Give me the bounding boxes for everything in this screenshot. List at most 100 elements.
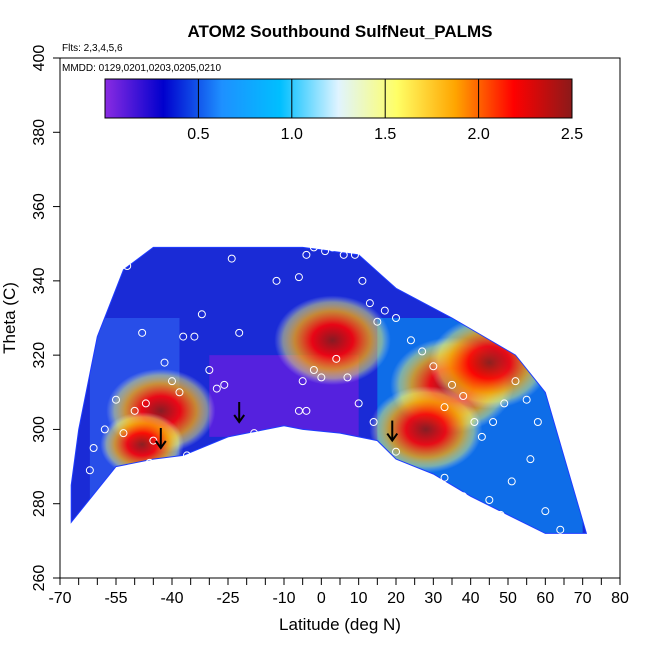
observation-point	[175, 388, 184, 397]
y-tick-label: 260	[31, 565, 48, 592]
observation-point	[477, 432, 486, 441]
observation-point	[328, 243, 337, 252]
y-tick-label: 380	[31, 119, 48, 146]
observation-point	[227, 254, 236, 263]
observation-point	[302, 250, 311, 259]
observation-point	[294, 273, 303, 282]
observation-point	[317, 373, 326, 382]
observation-point	[220, 380, 229, 389]
observation-point	[511, 377, 520, 386]
observation-point	[507, 477, 516, 486]
axes: -70 -55 -40 -25 -10 0 10 20 30 40 50 60 70 80 260 280 30…	[31, 45, 629, 607]
observation-point	[141, 399, 150, 408]
y-tick-label: 300	[31, 416, 48, 443]
x-tick-label: -10	[272, 590, 295, 607]
x-tick-label: 30	[424, 590, 442, 607]
observation-point	[119, 429, 128, 438]
observation-point	[500, 399, 509, 408]
observation-point	[250, 429, 259, 438]
observation-point	[179, 332, 188, 341]
hotspot	[369, 386, 483, 473]
observation-point	[392, 447, 400, 456]
observation-point	[365, 299, 374, 308]
observation-point	[369, 418, 378, 426]
observation-point	[302, 406, 311, 415]
observation-point	[104, 488, 113, 497]
observation-point	[89, 444, 98, 452]
x-tick-label: 60	[536, 590, 554, 607]
observation-point	[496, 510, 505, 519]
observation-point	[429, 362, 438, 371]
colorbar-fill	[104, 78, 573, 119]
observation-point	[298, 377, 307, 386]
x-tick-label: -40	[160, 590, 183, 607]
marker-arrow	[154, 428, 167, 450]
y-axis-label: Theta (C)	[0, 282, 19, 354]
observation-point	[343, 373, 352, 382]
observation-point	[153, 470, 162, 478]
marker-arrow	[233, 402, 246, 424]
observation-point	[145, 458, 154, 467]
observation-point	[358, 276, 367, 285]
observation-point	[541, 507, 550, 516]
colorbar-tick-label: 1.0	[281, 126, 303, 143]
observation-point	[459, 492, 468, 501]
observation-point	[100, 425, 109, 434]
observation-point	[123, 262, 132, 270]
observation-point	[470, 418, 479, 426]
y-tick-label: 280	[31, 490, 48, 517]
observation-point	[414, 470, 423, 478]
observation-point	[380, 306, 389, 315]
observation-point	[160, 358, 169, 367]
observation-point	[149, 436, 158, 445]
y-tick-label: 400	[31, 45, 48, 72]
field-clip-group	[71, 247, 587, 534]
observation-point	[485, 496, 494, 504]
hotspot	[100, 412, 184, 477]
chart-title: ATOM2 Southbound SulfNeut_PALMS	[187, 22, 492, 41]
observation-point	[168, 377, 176, 386]
observation-point	[406, 336, 415, 345]
y-tick-label: 340	[31, 267, 48, 294]
observation-point	[332, 354, 341, 363]
arrow-head	[386, 432, 399, 443]
flights-annotation: Flts: 2,3,4,5,6	[62, 43, 123, 54]
y-tick-label: 320	[31, 342, 48, 369]
observation-point	[339, 250, 348, 259]
x-tick-label: -70	[48, 590, 71, 607]
observation-point	[489, 418, 498, 426]
x-tick-label: 80	[611, 590, 629, 607]
observation-point	[138, 328, 147, 337]
observation-point	[182, 451, 191, 460]
date-annotation: MMDD: 0129,0201,0203,0205,0210	[62, 63, 221, 74]
field-outline	[70, 246, 588, 534]
y-tick-label: 360	[31, 193, 48, 220]
arrow-head	[233, 414, 246, 424]
x-tick-label: 0	[317, 590, 326, 607]
observation-point	[440, 473, 449, 482]
observation-point	[556, 525, 565, 534]
x-tick-label: -55	[104, 590, 127, 607]
observation-point	[392, 314, 400, 322]
observation-point	[272, 276, 281, 285]
x-tick-label: 20	[387, 590, 405, 607]
observation-point	[212, 384, 221, 393]
x-tick-label: 40	[462, 590, 480, 607]
x-tick-label: 10	[350, 590, 368, 607]
observation-point	[235, 328, 244, 337]
colorbar-tick-label: 2.0	[467, 126, 489, 143]
observation-point	[321, 247, 330, 256]
colorbar-tick-label: 1.5	[374, 126, 396, 143]
observation-point	[350, 250, 359, 259]
colorbar: 0.5 1.0 1.5 2.0 2.5	[104, 78, 583, 143]
observation-point	[112, 258, 120, 267]
observation-point	[354, 399, 363, 408]
observation-point	[197, 310, 206, 319]
observation-point	[448, 380, 456, 389]
observation-point	[440, 403, 449, 412]
observation-point	[130, 406, 139, 415]
hotspot	[274, 295, 391, 386]
observation-point	[205, 366, 214, 374]
observation-point	[85, 466, 94, 475]
